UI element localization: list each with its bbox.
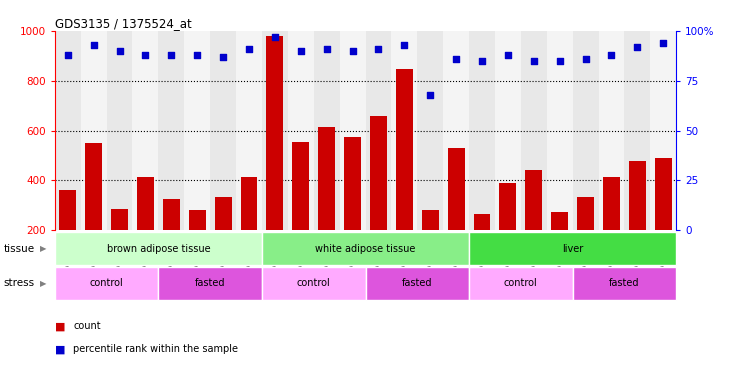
Point bbox=[165, 51, 177, 58]
Bar bbox=[210, 31, 236, 230]
Bar bbox=[80, 31, 107, 230]
Bar bbox=[267, 36, 284, 230]
Bar bbox=[159, 267, 262, 300]
Bar bbox=[366, 267, 469, 300]
Text: fasted: fasted bbox=[195, 278, 225, 288]
Point bbox=[62, 51, 74, 58]
Point bbox=[554, 58, 566, 64]
Point bbox=[321, 46, 333, 52]
Point bbox=[88, 41, 99, 48]
Bar bbox=[655, 158, 672, 230]
Bar bbox=[526, 170, 542, 230]
Bar bbox=[111, 209, 128, 230]
Bar bbox=[396, 69, 413, 230]
Bar bbox=[366, 31, 391, 230]
Bar bbox=[55, 267, 159, 300]
Text: stress: stress bbox=[4, 278, 35, 288]
Bar bbox=[159, 31, 184, 230]
Bar bbox=[107, 31, 132, 230]
Point bbox=[425, 91, 436, 98]
Bar bbox=[163, 199, 180, 230]
Bar bbox=[262, 232, 469, 265]
Text: ■: ■ bbox=[55, 344, 65, 354]
Text: control: control bbox=[297, 278, 330, 288]
Point bbox=[398, 41, 410, 48]
Bar bbox=[215, 197, 232, 230]
Bar bbox=[469, 232, 676, 265]
Text: fasted: fasted bbox=[402, 278, 433, 288]
Text: liver: liver bbox=[562, 243, 583, 254]
Bar bbox=[520, 31, 547, 230]
Bar bbox=[599, 31, 624, 230]
Point bbox=[192, 51, 203, 58]
Bar bbox=[499, 183, 516, 230]
Point bbox=[450, 56, 462, 62]
Bar bbox=[184, 31, 210, 230]
Bar bbox=[624, 31, 651, 230]
Bar bbox=[59, 190, 76, 230]
Text: tissue: tissue bbox=[4, 243, 35, 254]
Point bbox=[528, 58, 539, 64]
Bar bbox=[551, 212, 568, 230]
Bar bbox=[137, 177, 154, 230]
Bar bbox=[577, 197, 594, 230]
Point bbox=[217, 54, 229, 60]
Bar bbox=[443, 31, 469, 230]
Bar bbox=[474, 214, 491, 230]
Point bbox=[476, 58, 488, 64]
Bar bbox=[469, 267, 572, 300]
Text: percentile rank within the sample: percentile rank within the sample bbox=[73, 344, 238, 354]
Point bbox=[580, 56, 591, 62]
Point bbox=[269, 34, 281, 40]
Point bbox=[632, 44, 643, 50]
Bar bbox=[262, 267, 366, 300]
Bar bbox=[651, 31, 676, 230]
Bar bbox=[572, 31, 599, 230]
Text: ▶: ▶ bbox=[40, 279, 47, 288]
Bar bbox=[262, 31, 288, 230]
Bar bbox=[391, 31, 417, 230]
Bar bbox=[447, 148, 464, 230]
Bar bbox=[417, 31, 443, 230]
Bar bbox=[340, 31, 366, 230]
Point bbox=[346, 48, 358, 54]
Bar bbox=[603, 177, 620, 230]
Bar bbox=[422, 210, 439, 230]
Bar bbox=[344, 137, 361, 230]
Point bbox=[243, 46, 255, 52]
Point bbox=[295, 48, 306, 54]
Point bbox=[605, 51, 617, 58]
Bar bbox=[189, 210, 205, 230]
Bar bbox=[240, 177, 257, 230]
Bar bbox=[495, 31, 520, 230]
Text: control: control bbox=[90, 278, 124, 288]
Bar bbox=[288, 31, 314, 230]
Text: brown adipose tissue: brown adipose tissue bbox=[107, 243, 211, 254]
Text: ▶: ▶ bbox=[40, 244, 47, 253]
Text: control: control bbox=[504, 278, 538, 288]
Text: ■: ■ bbox=[55, 321, 65, 331]
Bar bbox=[629, 161, 645, 230]
Text: fasted: fasted bbox=[609, 278, 640, 288]
Text: GDS3135 / 1375524_at: GDS3135 / 1375524_at bbox=[55, 17, 192, 30]
Bar bbox=[55, 232, 262, 265]
Point bbox=[140, 51, 151, 58]
Bar bbox=[314, 31, 340, 230]
Bar bbox=[318, 127, 335, 230]
Bar bbox=[292, 142, 309, 230]
Bar bbox=[370, 116, 387, 230]
Text: white adipose tissue: white adipose tissue bbox=[315, 243, 416, 254]
Bar bbox=[236, 31, 262, 230]
Point bbox=[114, 48, 126, 54]
Bar bbox=[132, 31, 159, 230]
Text: count: count bbox=[73, 321, 101, 331]
Bar bbox=[469, 31, 495, 230]
Bar bbox=[86, 143, 102, 230]
Bar bbox=[55, 31, 80, 230]
Bar bbox=[572, 267, 676, 300]
Point bbox=[657, 40, 669, 46]
Bar bbox=[547, 31, 572, 230]
Point bbox=[502, 51, 514, 58]
Point bbox=[373, 46, 385, 52]
